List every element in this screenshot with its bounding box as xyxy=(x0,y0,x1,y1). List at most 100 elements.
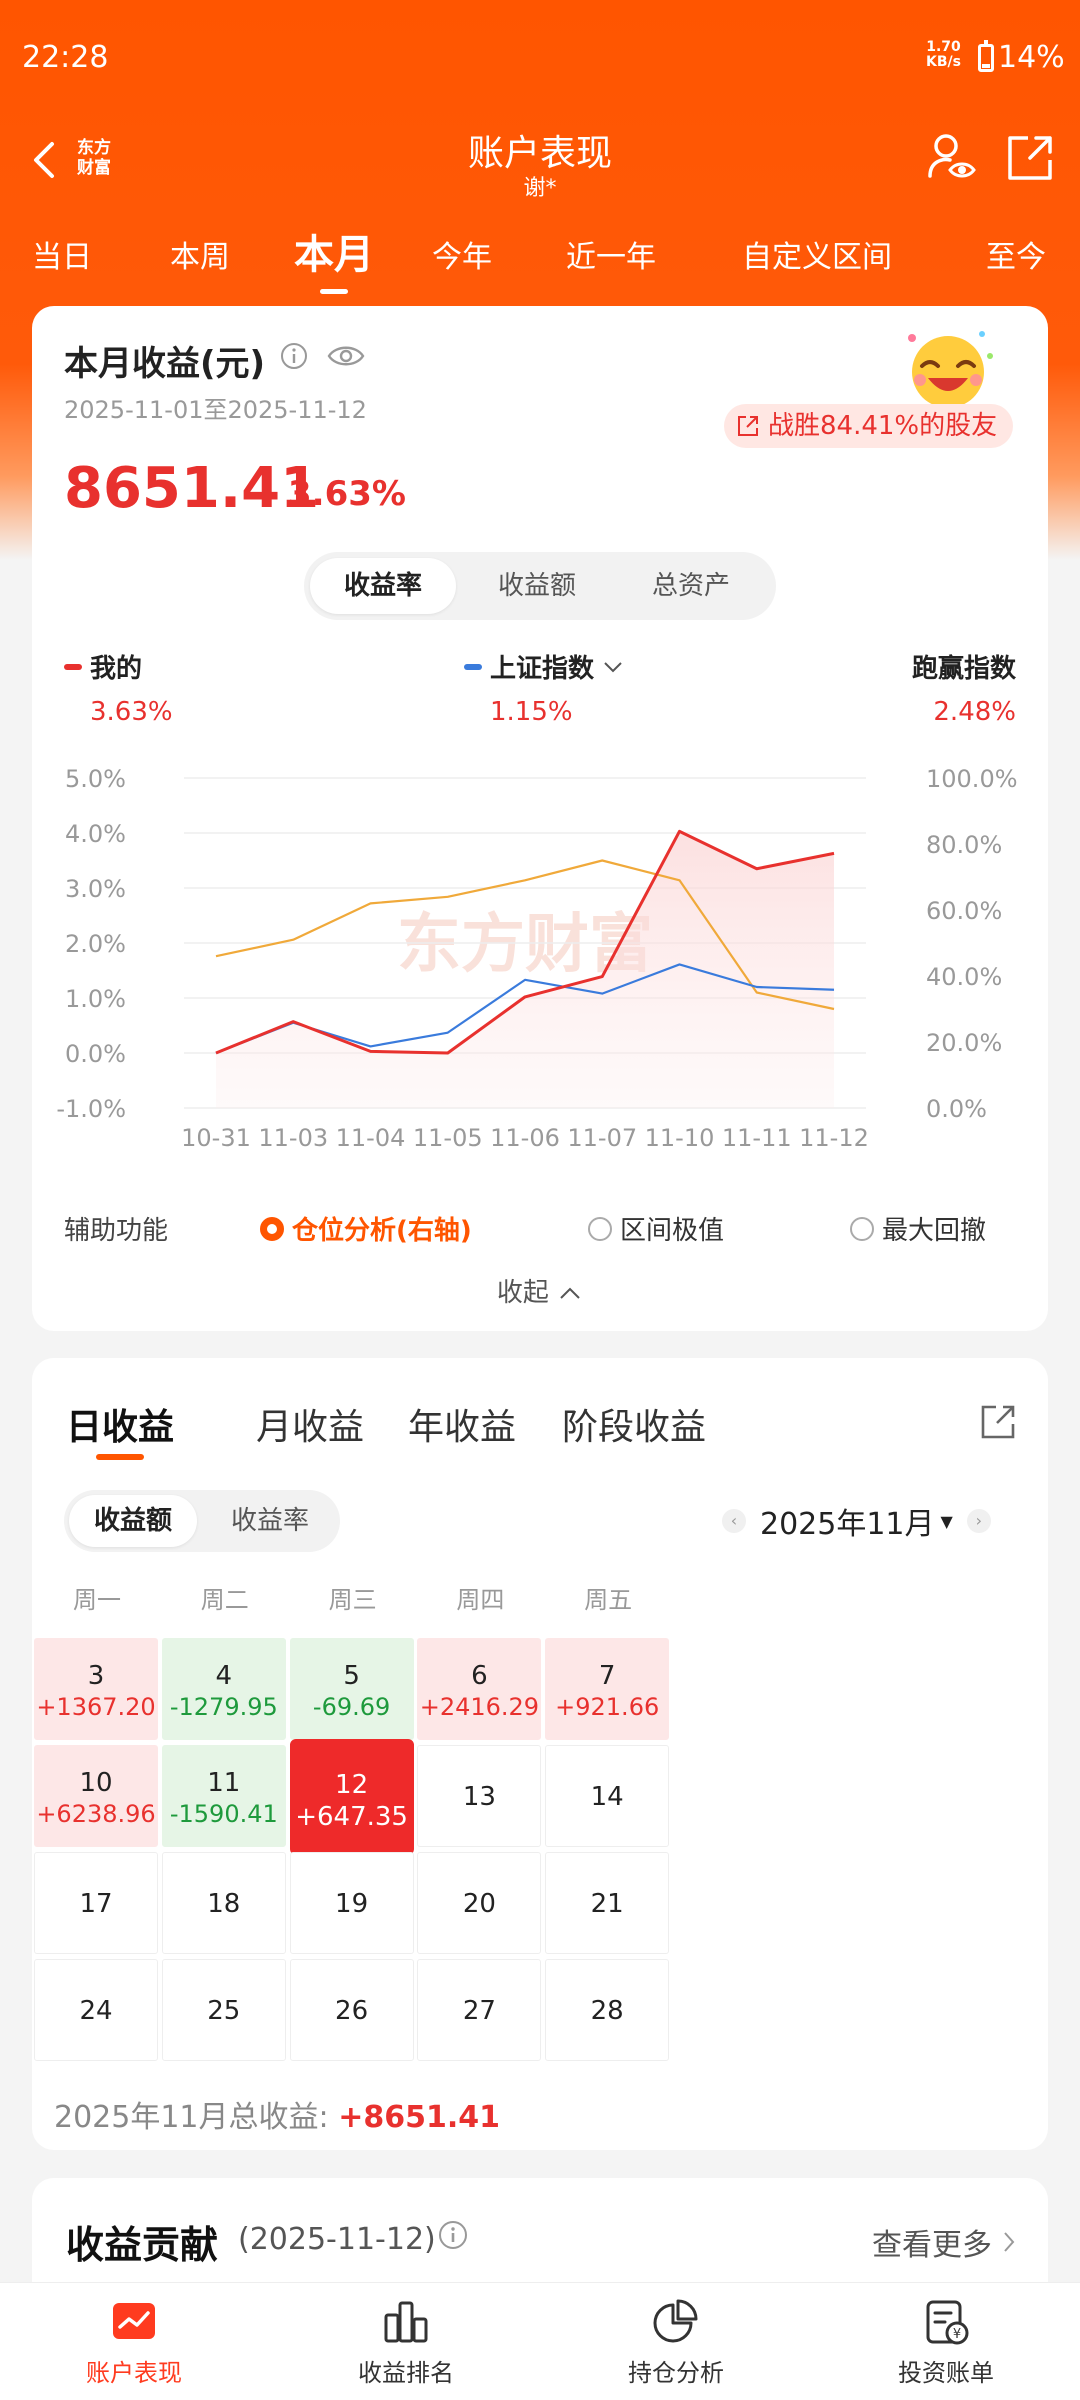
calendar-day[interactable]: 26 xyxy=(289,1959,414,2061)
nav-holdings-analysis[interactable]: 持仓分析 xyxy=(576,2297,776,2388)
series-point-2 xyxy=(215,955,218,958)
calendar-day[interactable]: 6 +2416.29 xyxy=(417,1638,542,1740)
calendar-day[interactable]: 28 xyxy=(545,1959,670,2061)
calendar-day-today[interactable]: 12 +647.35 xyxy=(289,1739,414,1855)
nav-label: 账户表现 xyxy=(86,2359,182,2387)
calendar-day-number: 10 xyxy=(79,1768,113,1798)
calendar-day[interactable]: 20 xyxy=(417,1852,542,1954)
weekday-label: 周四 xyxy=(456,1586,505,1614)
tab-to-date[interactable]: 至今 xyxy=(986,240,1046,275)
nav-investment-bill[interactable]: ¥ 投资账单 xyxy=(846,2297,1046,2388)
tab-today[interactable]: 当日 xyxy=(32,240,92,275)
month-total: 2025年11月总收益: +8651.41 xyxy=(54,2092,500,2136)
toggle-rate[interactable]: 收益率 xyxy=(230,1506,309,1536)
prev-month-icon[interactable]: ‹ xyxy=(722,1509,746,1533)
monthly-summary-card: 本月收益(元) 2025-11-01至2025-11-12 战胜84.41%的股… xyxy=(32,306,1048,1331)
summary-title: 本月收益(元) xyxy=(64,344,266,384)
calendar-day[interactable]: 3 +1367.20 xyxy=(34,1638,158,1740)
x-tick-label: 11-05 xyxy=(413,1124,483,1152)
eye-icon[interactable] xyxy=(326,342,366,370)
calendar-day[interactable]: 11 -1590.41 xyxy=(161,1745,286,1847)
radio-range-extreme[interactable]: 区间极值 xyxy=(588,1210,724,1247)
series-point-1 xyxy=(755,986,758,989)
legend-mine-label: 我的 xyxy=(90,654,143,684)
y-left-tick-label: 3.0% xyxy=(65,875,126,903)
legend-mine-value: 3.63% xyxy=(90,697,173,727)
calendar-day-number: 7 xyxy=(598,1661,616,1691)
calendar-day-number: 18 xyxy=(207,1889,241,1919)
calendar-day[interactable]: 14 xyxy=(545,1745,670,1847)
calendar-day[interactable]: 21 xyxy=(545,1852,670,1954)
collapse-button[interactable]: 收起 xyxy=(32,1272,1048,1309)
status-time: 22:28 xyxy=(22,40,109,75)
calendar-day[interactable]: 10 +6238.96 xyxy=(34,1745,158,1847)
y-right-tick-label: 100.0% xyxy=(926,765,1018,793)
win-rate-text: 战胜84.41%的股友 xyxy=(768,411,998,441)
radio-extreme-label: 区间极值 xyxy=(620,1216,725,1246)
share-icon[interactable] xyxy=(978,1402,1018,1442)
legend-index[interactable]: 上证指数 1.15% xyxy=(464,648,624,727)
radio-position-analysis[interactable]: 仓位分析(右轴) xyxy=(260,1210,472,1247)
info-icon[interactable] xyxy=(438,2220,468,2250)
tab-this-month[interactable]: 本月 xyxy=(294,222,374,294)
radio-unchecked-icon xyxy=(850,1216,874,1241)
calendar-day[interactable]: 19 xyxy=(289,1852,414,1954)
calendar-day[interactable]: 18 xyxy=(161,1852,286,1954)
nav-account-performance[interactable]: 账户表现 xyxy=(34,2297,234,2388)
period-tabs: 当日 本周 本月 今年 近一年 自定义区间 至今 xyxy=(0,222,1080,294)
chart-metric-toggle: 收益率 收益额 总资产 xyxy=(304,552,776,620)
view-more-link[interactable]: 查看更多 xyxy=(872,2220,1016,2264)
account-name: 谢* xyxy=(523,176,557,201)
toggle-amount[interactable]: 收益额 xyxy=(69,1495,197,1547)
info-icon[interactable] xyxy=(280,342,308,370)
calendar-day-pnl: -69.69 xyxy=(312,1693,391,1721)
x-tick-label: 10-31 xyxy=(181,1124,251,1152)
user-privacy-icon[interactable] xyxy=(926,130,978,186)
nav-returns-ranking[interactable]: 收益排名 xyxy=(306,2297,506,2388)
tab-stage-returns[interactable]: 阶段收益 xyxy=(562,1407,707,1448)
y-left-tick-label: 0.0% xyxy=(65,1040,126,1068)
tab-custom-range[interactable]: 自定义区间 xyxy=(742,240,892,275)
tab-this-week[interactable]: 本周 xyxy=(170,240,230,275)
tab-yearly-returns[interactable]: 年收益 xyxy=(408,1407,517,1448)
calendar-day-number: 19 xyxy=(335,1889,369,1919)
y-right-tick-label: 60.0% xyxy=(926,897,1002,925)
month-label[interactable]: 2025年11月 xyxy=(760,1507,935,1542)
share-external-icon[interactable] xyxy=(1004,130,1056,186)
calendar-day[interactable]: 5 -69.69 xyxy=(289,1638,414,1740)
next-month-icon[interactable]: › xyxy=(966,1509,991,1533)
monthly-profit-percent: 3.63% xyxy=(288,474,406,514)
y-left-tick-label: 1.0% xyxy=(65,985,126,1013)
toggle-return-amount[interactable]: 收益额 xyxy=(497,571,576,601)
back-icon[interactable] xyxy=(26,138,66,182)
weekday-label: 周三 xyxy=(328,1586,377,1614)
contribution-title: 收益贡献 xyxy=(66,2223,219,2267)
month-total-label: 2025年11月总收益: xyxy=(54,2100,329,2135)
win-rate-badge[interactable]: 战胜84.41%的股友 xyxy=(724,404,1014,448)
calendar-day[interactable]: 24 xyxy=(34,1959,158,2061)
tab-monthly-returns[interactable]: 月收益 xyxy=(256,1407,365,1448)
radio-drawdown-label: 最大回撤 xyxy=(882,1216,987,1246)
series-point-2 xyxy=(369,902,372,905)
calendar-day[interactable]: 4 -1279.95 xyxy=(161,1638,286,1740)
chevron-up-icon xyxy=(560,1287,580,1299)
toggle-total-assets[interactable]: 总资产 xyxy=(651,571,730,601)
x-tick-label: 11-11 xyxy=(722,1124,792,1152)
calendar-day[interactable]: 7 +921.66 xyxy=(545,1638,670,1740)
calendar-day[interactable]: 25 xyxy=(161,1959,286,2061)
radio-max-drawdown[interactable]: 最大回撤 xyxy=(850,1210,986,1247)
tab-this-year[interactable]: 今年 xyxy=(432,240,492,275)
battery-level: 14% xyxy=(998,40,1065,75)
view-more-label: 查看更多 xyxy=(872,2228,992,2263)
calendar-day[interactable]: 13 xyxy=(417,1745,542,1847)
calendar-day-number: 24 xyxy=(79,1996,113,2026)
battery-status: 14% xyxy=(978,39,1065,75)
tab-daily-returns[interactable]: 日收益 xyxy=(66,1398,174,1460)
bill-icon: ¥ xyxy=(926,2300,969,2345)
calendar-day[interactable]: 17 xyxy=(34,1852,158,1954)
nav-label: 持仓分析 xyxy=(628,2359,724,2387)
tab-last-year[interactable]: 近一年 xyxy=(566,240,656,275)
dropdown-caret-icon[interactable]: ▼ xyxy=(940,1511,953,1531)
calendar-day[interactable]: 27 xyxy=(417,1959,542,2061)
toggle-return-rate[interactable]: 收益率 xyxy=(310,558,456,614)
